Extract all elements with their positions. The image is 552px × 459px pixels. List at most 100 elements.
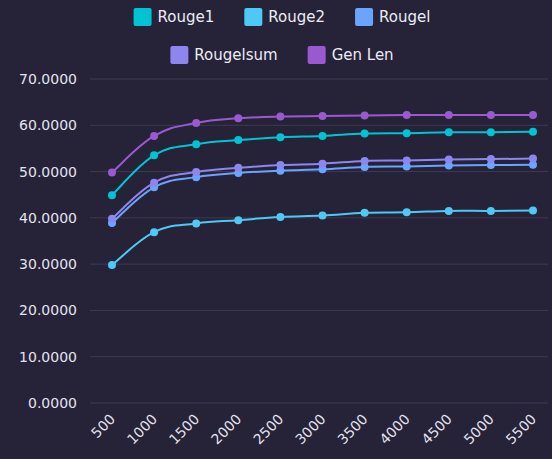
point[interactable] (276, 213, 284, 221)
legend-swatch (355, 8, 373, 26)
y-tick-label: 40.0000 (19, 210, 77, 226)
grid-line (90, 79, 548, 80)
point[interactable] (234, 164, 242, 172)
point[interactable] (234, 114, 242, 122)
series (108, 206, 537, 269)
legend-label: Rougel (379, 8, 430, 26)
x-tick-label: 2000 (208, 411, 245, 448)
point[interactable] (445, 128, 453, 136)
legend-swatch (308, 46, 326, 64)
legend-item[interactable]: Rouge2 (244, 8, 325, 26)
grid-line (90, 125, 548, 126)
point[interactable] (445, 207, 453, 215)
point[interactable] (150, 179, 158, 187)
point[interactable] (276, 133, 284, 141)
x-tick-label: 2500 (250, 411, 287, 448)
x-tick-label: 500 (88, 411, 118, 441)
series-line (112, 210, 533, 265)
point[interactable] (319, 132, 327, 140)
legend-swatch (244, 8, 262, 26)
point[interactable] (403, 129, 411, 137)
point[interactable] (108, 191, 116, 199)
legend-swatch (134, 8, 152, 26)
point[interactable] (192, 140, 200, 148)
point[interactable] (150, 228, 158, 236)
point[interactable] (487, 128, 495, 136)
point[interactable] (150, 132, 158, 140)
chart: 0.0000 10.0000 20.0000 30.0000 40.0000 50.000… (0, 0, 552, 459)
point[interactable] (361, 157, 369, 165)
point[interactable] (403, 156, 411, 164)
y-tick-label: 60.0000 (19, 117, 77, 133)
point[interactable] (529, 111, 537, 119)
point[interactable] (361, 112, 369, 120)
point[interactable] (529, 206, 537, 214)
point[interactable] (234, 136, 242, 144)
grid-line (90, 171, 548, 172)
grid-line (90, 356, 548, 357)
legend-label: Rougelsum (194, 46, 277, 64)
legend-item[interactable]: Rougel (355, 8, 430, 26)
legend-item[interactable]: Rouge1 (134, 8, 215, 26)
point[interactable] (276, 161, 284, 169)
point[interactable] (361, 209, 369, 217)
point[interactable] (192, 119, 200, 127)
point[interactable] (361, 130, 369, 138)
point[interactable] (403, 111, 411, 119)
point[interactable] (445, 111, 453, 119)
series-line (112, 132, 533, 195)
series (108, 128, 537, 199)
point[interactable] (445, 156, 453, 164)
legend-item[interactable]: Gen Len (308, 46, 394, 64)
x-tick-label: 5000 (461, 411, 498, 448)
point[interactable] (319, 112, 327, 120)
series (108, 161, 537, 227)
point[interactable] (487, 207, 495, 215)
x-tick-label: 1500 (166, 411, 203, 448)
grid-line (90, 217, 548, 218)
x-tick-label: 1000 (124, 411, 161, 448)
grid-line (90, 310, 548, 311)
x-axis: 5001000150020002500300035004000450050005… (88, 411, 539, 448)
point[interactable] (319, 160, 327, 168)
y-tick-label: 0.0000 (28, 395, 77, 411)
x-tick-label: 4500 (418, 411, 455, 448)
legend-label: Rouge1 (158, 8, 215, 26)
grid-line (90, 264, 548, 265)
point[interactable] (276, 112, 284, 120)
series-line (112, 165, 533, 223)
legend: Rouge1 Rouge2 Rougel Rougelsum Gen Len (134, 8, 431, 64)
point[interactable] (108, 215, 116, 223)
point[interactable] (108, 168, 116, 176)
point[interactable] (234, 216, 242, 224)
point[interactable] (108, 261, 116, 269)
point[interactable] (529, 155, 537, 163)
plot-area (108, 111, 537, 269)
point[interactable] (192, 168, 200, 176)
series (108, 111, 537, 176)
point[interactable] (192, 219, 200, 227)
legend-item[interactable]: Rougelsum (170, 46, 277, 64)
point[interactable] (529, 128, 537, 136)
point[interactable] (319, 212, 327, 220)
y-tick-label: 20.0000 (19, 302, 77, 318)
series-line (112, 159, 533, 219)
series (108, 155, 537, 223)
y-tick-label: 70.0000 (19, 71, 77, 87)
legend-swatch (170, 46, 188, 64)
legend-label: Rouge2 (268, 8, 325, 26)
x-tick-label: 5500 (503, 411, 540, 448)
grid-line (90, 403, 548, 404)
point[interactable] (487, 111, 495, 119)
legend-label: Gen Len (332, 46, 394, 64)
x-tick-label: 3000 (292, 411, 329, 448)
point[interactable] (150, 151, 158, 159)
y-tick-label: 10.0000 (19, 349, 77, 365)
point[interactable] (487, 155, 495, 163)
y-tick-label: 30.0000 (19, 256, 77, 272)
y-axis: 0.0000 10.0000 20.0000 30.0000 40.0000 50.000… (19, 71, 548, 411)
x-tick-label: 3500 (334, 411, 371, 448)
point[interactable] (403, 208, 411, 216)
x-tick-label: 4000 (376, 411, 413, 448)
y-tick-label: 50.0000 (19, 164, 77, 180)
